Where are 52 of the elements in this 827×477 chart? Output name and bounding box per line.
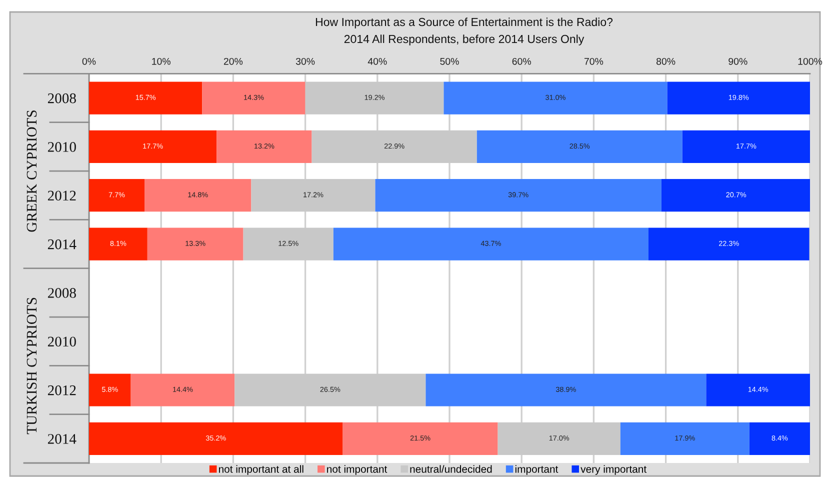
y-tick-label: 2012 [48, 190, 76, 201]
x-tick-label: 0% [82, 58, 96, 65]
bar [89, 422, 343, 455]
legend-label: important [515, 465, 558, 475]
bar [667, 82, 810, 114]
legend-label: not important [327, 465, 388, 475]
bar [89, 228, 148, 260]
x-tick-label: 100% [798, 58, 822, 65]
bar [333, 228, 648, 260]
bar [216, 130, 312, 163]
x-tick-label: 20% [224, 58, 243, 65]
x-tick-label: 40% [368, 58, 387, 65]
bar [682, 130, 810, 163]
y-tick-label: 2012 [48, 385, 76, 396]
x-tick-label: 30% [296, 58, 315, 65]
bar [426, 374, 706, 406]
y-tick-label: 2014 [48, 434, 76, 444]
y-tick-label: 2010 [48, 336, 76, 347]
text: GREEK CYPRIOTS [26, 110, 37, 232]
bar [444, 82, 668, 114]
bar [706, 374, 810, 406]
x-tick-label: 70% [584, 58, 604, 65]
legend-label: not important at all [218, 465, 304, 475]
text: TURKISH CYPRIOTS [26, 298, 37, 434]
y-tick-label: 2008 [48, 288, 76, 298]
bar [202, 82, 306, 114]
legend-label: very important [580, 465, 646, 475]
x-tick-label: 50% [440, 58, 459, 65]
bar [89, 374, 131, 406]
chart-title: How Important as a Source of Entertainment is the Radio? [316, 18, 613, 28]
bar [749, 422, 810, 455]
bar [144, 179, 252, 212]
y-tick-label: 2010 [48, 142, 76, 152]
bar [661, 179, 810, 212]
x-tick-label: 60% [512, 58, 531, 65]
bar [89, 130, 217, 163]
y-tick-label: 2008 [48, 93, 76, 104]
bar [648, 228, 810, 260]
bar [147, 228, 244, 260]
x-tick-label: 10% [152, 58, 170, 65]
x-tick-label: 90% [728, 58, 748, 65]
bar [130, 374, 235, 406]
y-tick-label: 2014 [48, 239, 76, 250]
bar [89, 82, 202, 114]
bar [476, 130, 682, 163]
legend-label: neutral/undecided [410, 465, 492, 473]
bar [89, 179, 145, 212]
chart-subtitle: 2014 All Respondents, before 2014 Users Only [344, 34, 584, 46]
x-tick-label: 80% [656, 58, 676, 65]
bar [342, 422, 498, 455]
bar [375, 179, 662, 212]
bar [620, 422, 750, 455]
